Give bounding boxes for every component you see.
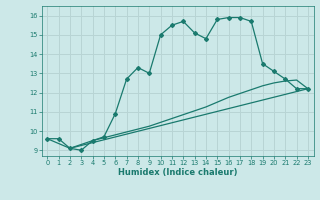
X-axis label: Humidex (Indice chaleur): Humidex (Indice chaleur): [118, 168, 237, 177]
